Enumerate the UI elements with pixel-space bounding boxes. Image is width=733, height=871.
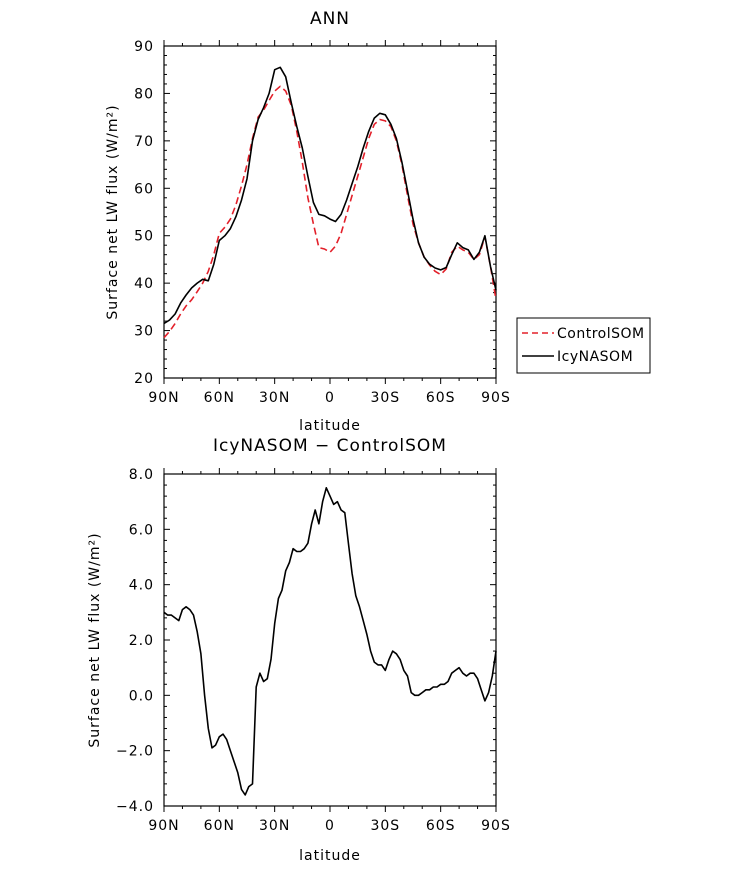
bottom-panel: IcyNASOM − ControlSOM −4.0 −2.0 0.0 2.0 4.0 6… [87, 436, 511, 864]
top-series-line-controlsom [163, 85, 497, 339]
bottom-x-tick-label: 60S [426, 818, 456, 834]
bottom-y-tick-label: 6.0 [129, 522, 154, 538]
bottom-y-tick-label: 0.0 [129, 688, 154, 704]
top-y-tick-label: 70 [134, 134, 154, 150]
bottom-y-axis-label: Surface net LW flux (W/m²) [87, 532, 103, 747]
bottom-x-tick-label: 60N [204, 818, 235, 834]
top-x-tick-label: 90N [148, 390, 179, 406]
top-series-line-icynasom [163, 66, 497, 325]
bottom-x-tick-label: 90N [148, 818, 179, 834]
bottom-y-tick-label: 4.0 [129, 578, 154, 594]
top-y-tick-label: 60 [134, 181, 154, 197]
top-x-tick-label: 60S [426, 390, 456, 406]
bottom-x-tick-label: 30N [259, 818, 290, 834]
top-x-tick-label: 90S [481, 390, 511, 406]
top-x-tick-label: 60N [204, 390, 235, 406]
legend-label-controlsom: ControlSOM [557, 326, 645, 342]
top-y-tick-label: 20 [134, 371, 154, 387]
top-series-group [163, 66, 497, 339]
top-x-tick-label: 30S [370, 390, 400, 406]
top-x-tick-label: 30N [259, 390, 290, 406]
bottom-x-axis: 90N 60N 30N 0 30S 60S 90S [148, 468, 511, 834]
bottom-x-tick-label: 90S [481, 818, 511, 834]
legend-label-icynasom: IcyNASOM [557, 349, 633, 365]
top-y-axis: 20 30 40 50 60 70 80 90 [134, 39, 496, 387]
top-panel: ANN 20 30 40 50 60 70 80 90 90N 60N 30N 0 30S 60S 90S… [105, 9, 511, 434]
top-y-tick-label: 80 [134, 86, 154, 102]
bottom-x-axis-label: latitude [299, 848, 361, 864]
bottom-plot-frame [163, 473, 497, 807]
top-plot-frame [163, 45, 497, 379]
bottom-series-line-difference [163, 486, 497, 796]
bottom-y-tick-label: 8.0 [129, 467, 154, 483]
legend: ControlSOM IcyNASOM [516, 317, 651, 374]
bottom-y-tick-label: −2.0 [116, 744, 154, 760]
bottom-x-tick-label: 30S [370, 818, 400, 834]
top-chart-title: ANN [310, 9, 350, 29]
top-x-axis-label: latitude [299, 418, 361, 434]
top-y-tick-label: 50 [134, 229, 154, 245]
top-y-tick-label: 30 [134, 324, 154, 340]
legend-box [516, 317, 651, 374]
bottom-chart-title: IcyNASOM − ControlSOM [213, 436, 447, 456]
bottom-series-group [163, 486, 497, 796]
top-y-tick-label: 40 [134, 276, 154, 292]
top-y-tick-label: 90 [134, 39, 154, 55]
top-x-axis: 90N 60N 30N 0 30S 60S 90S [148, 40, 511, 406]
bottom-y-tick-label: −4.0 [116, 799, 154, 815]
bottom-y-axis: −4.0 −2.0 0.0 2.0 4.0 6.0 8.0 [116, 467, 496, 815]
top-y-axis-label: Surface net LW flux (W/m²) [105, 104, 121, 319]
bottom-y-tick-label: 2.0 [129, 633, 154, 649]
bottom-x-tick-label: 0 [325, 818, 335, 834]
top-x-tick-label: 0 [325, 390, 335, 406]
